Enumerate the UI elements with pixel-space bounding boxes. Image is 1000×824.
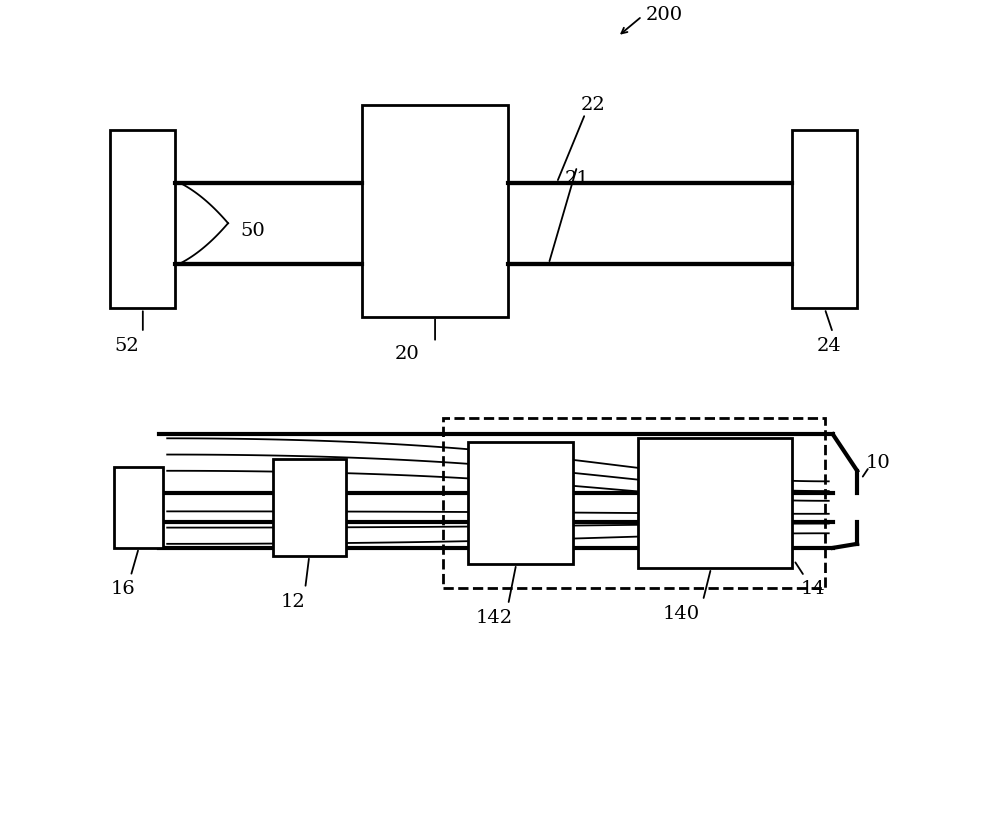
Text: 140: 140: [662, 605, 699, 623]
Text: 200: 200: [646, 6, 683, 24]
Bar: [362, 105, 508, 316]
Bar: [468, 442, 573, 564]
Bar: [792, 130, 857, 308]
Text: 50: 50: [240, 222, 265, 241]
Bar: [443, 418, 825, 588]
Text: 14: 14: [800, 580, 825, 598]
Text: 52: 52: [114, 337, 139, 355]
Text: 16: 16: [110, 580, 135, 598]
Text: 10: 10: [865, 454, 890, 471]
Bar: [638, 438, 792, 569]
Text: 21: 21: [565, 171, 590, 189]
Bar: [273, 459, 346, 556]
Bar: [114, 466, 163, 548]
Text: 20: 20: [394, 345, 419, 363]
Text: 142: 142: [476, 609, 513, 627]
Text: 12: 12: [281, 592, 306, 611]
Bar: [110, 130, 175, 308]
Text: 24: 24: [817, 337, 841, 355]
Text: 22: 22: [581, 96, 606, 114]
